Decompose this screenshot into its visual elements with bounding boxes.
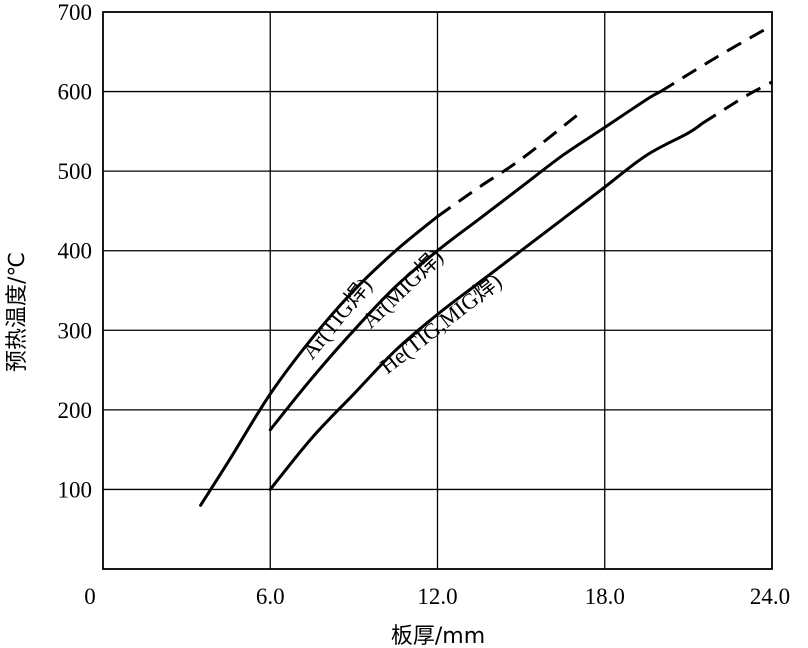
series-layer (199, 24, 773, 507)
y-tick-label: 700 (58, 0, 93, 25)
y-tick-label: 600 (58, 80, 93, 105)
x-tick-label: 12.0 (417, 584, 457, 609)
series-line-ar-tig (199, 215, 439, 507)
y-tick-label: 200 (58, 398, 93, 423)
x-tick-label: 18.0 (585, 584, 625, 609)
x-tick-label: 24.0 (750, 584, 790, 609)
x-tick-label: 0 (84, 584, 96, 609)
series-extrapolation-ar-mig (659, 24, 773, 93)
series-extrapolation-he-tig-mig (701, 80, 773, 125)
x-axis-ticks: 0 6.0 12.0 18.0 24.0 (84, 584, 790, 609)
y-axis-ticks: 100 200 300 400 500 600 700 (58, 0, 93, 502)
y-tick-label: 400 (58, 239, 93, 264)
y-tick-label: 300 (58, 318, 93, 343)
x-axis-title: 板厚/mm (391, 624, 485, 648)
x-tick-label: 6.0 (256, 584, 285, 609)
y-tick-label: 500 (58, 159, 93, 184)
plot-frame (102, 11, 773, 570)
grid (103, 12, 772, 569)
series-extrapolation-ar-tig (436, 114, 578, 218)
y-axis-title: 预热温度/℃ (5, 252, 30, 372)
y-tick-label: 100 (58, 477, 93, 502)
series-line-ar-mig (268, 90, 662, 432)
series-line-he-tig-mig (268, 121, 704, 491)
